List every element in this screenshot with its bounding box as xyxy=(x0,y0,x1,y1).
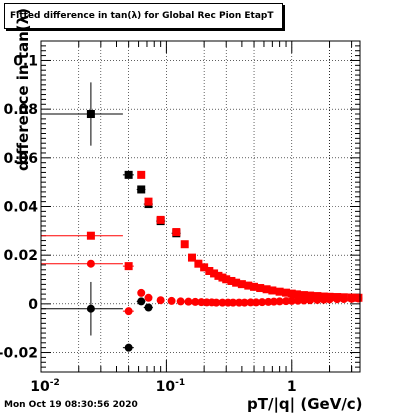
circle-marker xyxy=(252,298,261,307)
circle-marker xyxy=(156,296,165,305)
chart-title-box: Fitted difference in tan(λ) for Global R… xyxy=(4,3,283,29)
square-marker xyxy=(124,170,133,179)
square-marker xyxy=(200,263,209,272)
square-marker xyxy=(172,228,181,237)
square-marker xyxy=(237,280,246,289)
circle-marker xyxy=(212,298,221,307)
circle-marker xyxy=(333,295,342,304)
circle-marker xyxy=(218,298,227,307)
x-axis-label: pT/|q| (GeV/c) xyxy=(247,395,363,413)
circle-marker xyxy=(246,298,255,307)
square-marker xyxy=(214,271,223,280)
circle-marker xyxy=(258,298,267,307)
y-axis-label: difference in tan(λ) xyxy=(14,8,32,171)
square-marker xyxy=(299,291,308,300)
square-marker xyxy=(244,281,253,290)
chart-title: Fitted difference in tan(λ) for Global R… xyxy=(10,11,274,21)
square-marker xyxy=(262,285,271,294)
circle-marker xyxy=(240,298,249,307)
circle-marker xyxy=(144,293,153,302)
circle-marker xyxy=(347,294,356,303)
square-marker xyxy=(268,286,277,295)
circle-marker xyxy=(144,303,153,312)
square-marker xyxy=(222,275,231,284)
square-marker xyxy=(227,276,236,285)
circle-marker xyxy=(269,297,278,306)
square-marker xyxy=(86,110,95,119)
circle-marker xyxy=(339,294,348,303)
axis-ticks xyxy=(40,40,360,373)
x-tick-label: 10-1 xyxy=(156,378,185,395)
circle-marker xyxy=(275,297,284,306)
circle-marker xyxy=(184,297,193,306)
data-points xyxy=(41,82,363,352)
y-tick-label: -0.02 xyxy=(0,346,38,362)
tick-labels: -0.02 0 0.02 0.04 0.06 0.08 0.1 10-2 10-1 1 xyxy=(0,53,297,395)
circle-marker xyxy=(86,304,95,313)
square-marker xyxy=(275,287,284,296)
square-marker xyxy=(86,231,95,240)
circle-marker xyxy=(299,296,308,305)
y-tick-label: 0.08 xyxy=(3,102,38,118)
circle-marker xyxy=(191,297,200,306)
circle-marker xyxy=(306,296,315,305)
circle-marker xyxy=(319,295,328,304)
square-marker xyxy=(144,197,153,206)
square-marker xyxy=(256,284,265,293)
x-tick-label: 10-2 xyxy=(30,378,59,395)
y-tick-label: 0.02 xyxy=(3,248,38,264)
square-marker xyxy=(124,262,133,271)
square-marker xyxy=(210,269,219,278)
circle-marker xyxy=(287,296,296,305)
circle-marker xyxy=(124,307,133,316)
square-marker xyxy=(250,282,259,291)
circle-marker xyxy=(229,298,238,307)
circle-marker xyxy=(176,297,185,306)
grid-lines xyxy=(40,41,360,372)
plot-frame xyxy=(40,40,361,373)
circle-marker xyxy=(325,295,334,304)
y-tick-label: 0 xyxy=(28,297,38,313)
square-marker xyxy=(137,170,146,179)
circle-marker xyxy=(137,297,146,306)
circle-marker xyxy=(313,295,322,304)
square-marker xyxy=(187,253,196,262)
square-marker xyxy=(282,288,291,297)
circle-marker xyxy=(124,343,133,352)
circle-marker xyxy=(282,297,291,306)
circle-marker xyxy=(293,296,302,305)
square-marker xyxy=(137,185,146,194)
square-marker xyxy=(194,259,203,268)
y-tick-label: 0.06 xyxy=(3,151,38,167)
square-marker xyxy=(287,289,296,298)
timestamp: Mon Oct 19 08:30:56 2020 xyxy=(4,400,138,410)
square-marker xyxy=(205,266,214,275)
circle-marker xyxy=(86,259,95,268)
y-tick-label: 0.04 xyxy=(3,200,38,216)
square-marker xyxy=(156,215,165,224)
circle-marker xyxy=(137,288,146,297)
x-tick-label: 1 xyxy=(287,379,297,395)
circle-marker xyxy=(354,294,363,303)
square-marker xyxy=(292,290,301,299)
y-tick-label: 0.1 xyxy=(13,53,38,69)
square-marker xyxy=(232,278,241,287)
square-marker xyxy=(306,291,315,300)
circle-marker xyxy=(167,296,176,305)
square-marker xyxy=(180,240,189,249)
